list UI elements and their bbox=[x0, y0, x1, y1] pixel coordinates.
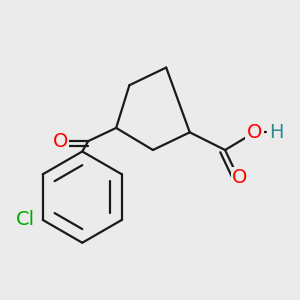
Text: O: O bbox=[52, 132, 68, 151]
Text: Cl: Cl bbox=[16, 210, 35, 230]
Text: O: O bbox=[247, 123, 262, 142]
Text: O: O bbox=[232, 169, 248, 188]
Text: H: H bbox=[269, 123, 283, 142]
